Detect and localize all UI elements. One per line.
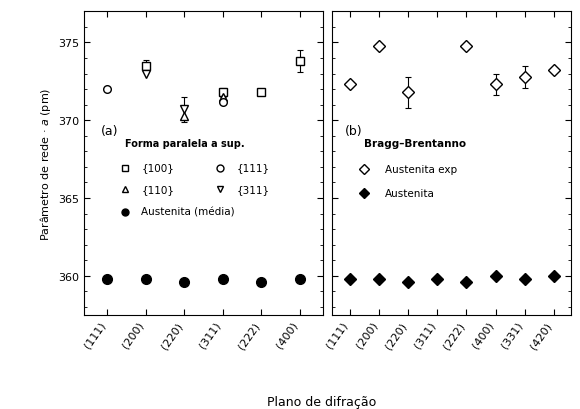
Text: Austenita exp: Austenita exp [385,165,457,175]
Text: {110}: {110} [142,184,175,194]
Y-axis label: Parâmetro de rede · $a$ (pm): Parâmetro de rede · $a$ (pm) [38,87,53,240]
Text: Austenita: Austenita [385,189,435,199]
Text: {100}: {100} [142,163,175,173]
Text: Plano de difração: Plano de difração [267,395,376,408]
Text: {311}: {311} [237,184,270,194]
Text: (a): (a) [101,125,118,138]
Text: (b): (b) [345,125,362,138]
Text: {111}: {111} [237,163,270,173]
Text: Forma paralela a sup.: Forma paralela a sup. [125,139,244,149]
Text: Austenita (média): Austenita (média) [142,207,235,217]
Text: Bragg–Brentanno: Bragg–Brentanno [364,139,466,149]
